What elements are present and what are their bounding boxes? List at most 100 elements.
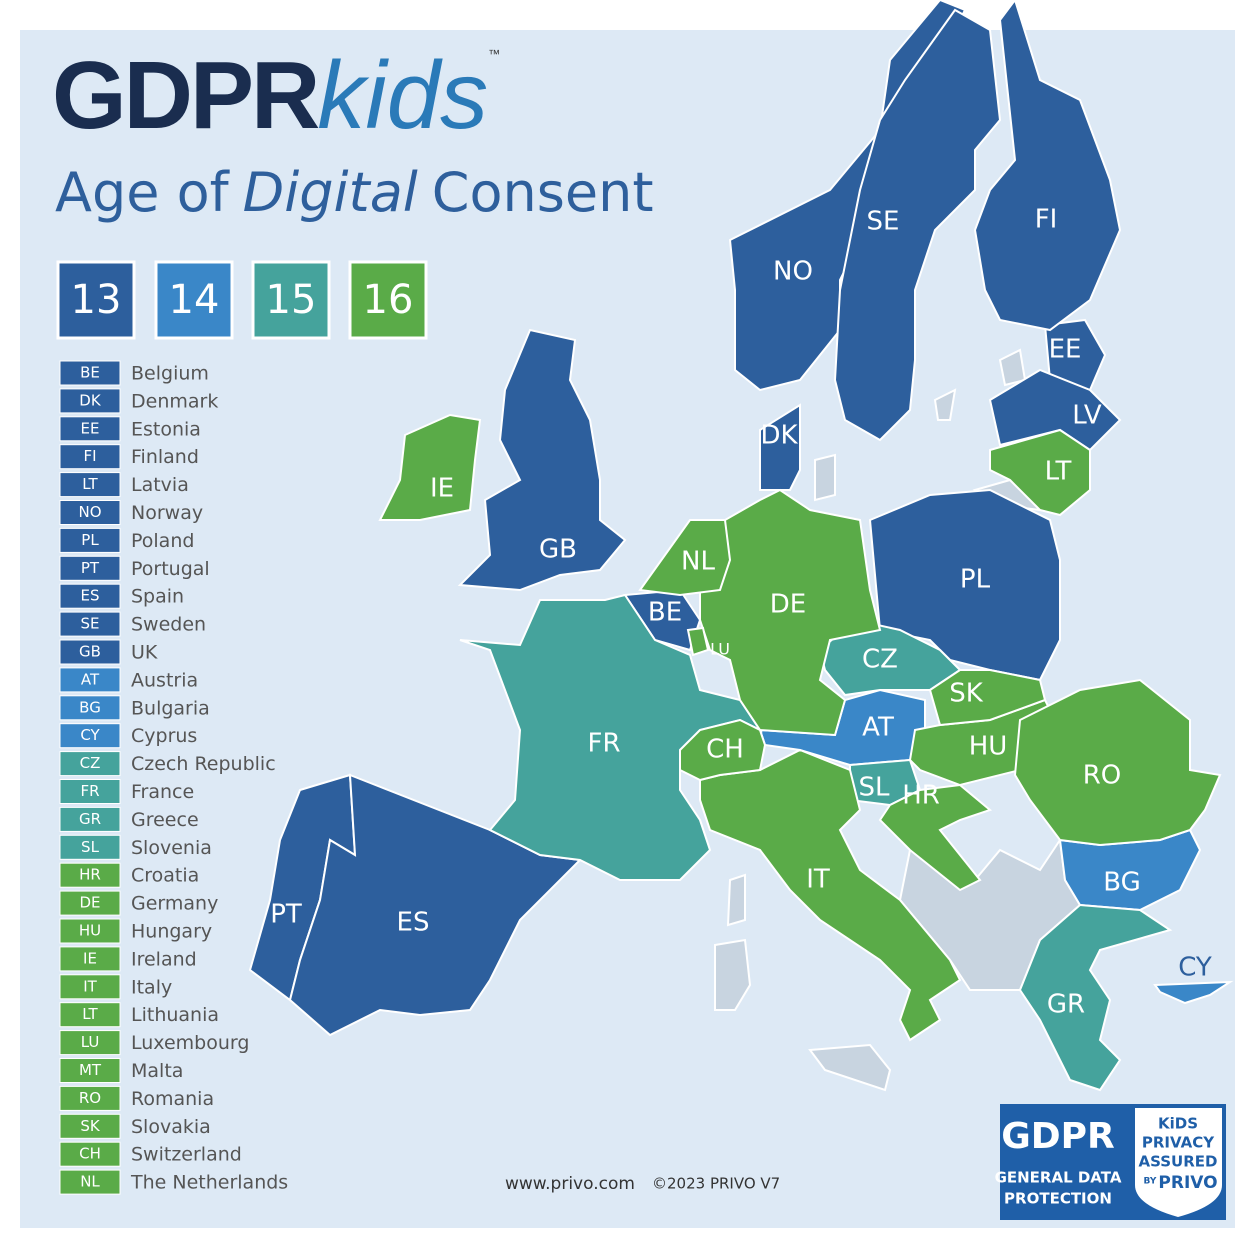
footer-copyright: ©2023 PRIVO V7	[652, 1175, 780, 1193]
trademark: ™	[488, 47, 500, 61]
legend-code-box	[59, 1113, 121, 1139]
country-shape	[1153, 980, 1234, 1005]
legend-code-box	[59, 1002, 121, 1028]
legend-code: SK	[80, 1117, 101, 1135]
legend-code: LT	[82, 475, 98, 493]
country-shape	[679, 718, 767, 782]
legend-code-box	[59, 751, 121, 777]
legend-code-box	[59, 1085, 121, 1111]
legend-code: CH	[79, 1145, 101, 1163]
brand-logo: GDPRkids™	[52, 47, 500, 144]
legend-name: Estonia	[131, 418, 201, 440]
country-label: BE	[648, 598, 682, 628]
legend-name: Latvia	[131, 474, 189, 496]
country-label: BG	[1103, 868, 1141, 898]
legend-name: The Netherlands	[130, 1172, 288, 1194]
legend-name: Finland	[131, 446, 199, 468]
seal-text: PRIVACY	[1142, 1134, 1215, 1152]
country-label: ES	[397, 908, 430, 938]
legend-code: RO	[79, 1089, 101, 1107]
legend-code: ES	[81, 587, 100, 605]
country-label: SK	[949, 679, 984, 709]
country-label: NO	[773, 257, 813, 287]
title-part: Age of	[55, 161, 229, 224]
country-label: FI	[1035, 205, 1058, 235]
legend-name: Slovakia	[131, 1116, 211, 1138]
country-label: HR	[902, 781, 940, 811]
legend-name: Italy	[131, 976, 172, 998]
age-label: 16	[363, 277, 414, 323]
legend-code-box	[59, 834, 121, 860]
country-label: PL	[960, 565, 991, 595]
legend-code: BG	[79, 698, 101, 716]
legend-code: CZ	[80, 754, 101, 772]
country-shape	[378, 413, 482, 521]
legend-code-box	[59, 723, 121, 749]
badge-title: GDPR	[1001, 1116, 1115, 1157]
country-label: IE	[430, 474, 454, 504]
legend-code-box	[59, 918, 121, 944]
legend-code: SL	[81, 838, 100, 856]
country-shape	[833, 8, 1002, 442]
legend-code-box	[59, 974, 121, 1000]
legend-name: UK	[131, 642, 158, 664]
legend-code: GB	[79, 643, 101, 661]
legend-code: LT	[82, 1005, 98, 1023]
legend-code: FR	[80, 782, 99, 800]
legend-code: PT	[81, 559, 100, 577]
legend-code-box	[59, 1058, 121, 1083]
country-shape	[699, 488, 882, 737]
legend-code: GR	[79, 810, 101, 828]
legend-code: SE	[81, 615, 100, 633]
country-shape	[457, 328, 627, 592]
legend-code-box	[59, 444, 121, 470]
country-label: CY	[1178, 953, 1212, 983]
legend-code: NO	[78, 503, 101, 521]
country-label: LT	[1045, 457, 1072, 487]
country-shape	[686, 626, 710, 657]
legend-code-box	[59, 500, 121, 525]
country-label: IT	[806, 865, 830, 895]
legend-code-box	[59, 1030, 121, 1056]
legend-name: Hungary	[131, 921, 212, 943]
legend-code-box	[59, 527, 121, 553]
legend-name: Sweden	[131, 614, 206, 636]
legend-code-box	[59, 667, 121, 693]
country-shape	[1043, 318, 1107, 392]
country-label: GB	[539, 535, 577, 565]
legend-code-box	[59, 695, 121, 721]
legend-code-box	[59, 862, 121, 888]
age-box	[154, 260, 234, 340]
legend-code: DE	[79, 894, 100, 912]
legend-code-box	[59, 946, 121, 972]
brand-suffix: kids	[317, 42, 489, 149]
legend-code-box	[59, 639, 121, 665]
legend-code-box	[59, 890, 121, 916]
country-label: LV	[1072, 401, 1102, 431]
legend-code-box	[59, 416, 121, 442]
country-label: CZ	[862, 645, 898, 675]
country-label: PT	[270, 900, 302, 930]
country-label: SL	[859, 773, 891, 803]
legend-name: Croatia	[131, 865, 199, 887]
legend-name: Bulgaria	[131, 697, 210, 719]
legend-code: NL	[80, 1173, 100, 1191]
seal-brand: PRIVO	[1158, 1173, 1217, 1193]
legend-code-box	[59, 360, 121, 386]
badge-subtitle: PROTECTION	[1004, 1190, 1112, 1208]
legend-code-box	[59, 611, 121, 637]
country-shape	[878, 783, 993, 892]
legend-name: Portugal	[131, 558, 210, 580]
country-shape	[759, 403, 801, 491]
country-label: DK	[760, 421, 798, 451]
country-shape	[973, 0, 1122, 332]
legend-code: HR	[79, 866, 101, 884]
country-shape	[988, 368, 1122, 452]
legend-code: EE	[81, 419, 100, 437]
title-emphasis: Digital	[242, 161, 418, 224]
seal-by: BY	[1144, 1177, 1157, 1187]
country-label: LU	[710, 640, 730, 659]
country-label: AT	[862, 713, 894, 743]
legend-name: Luxembourg	[131, 1032, 249, 1054]
